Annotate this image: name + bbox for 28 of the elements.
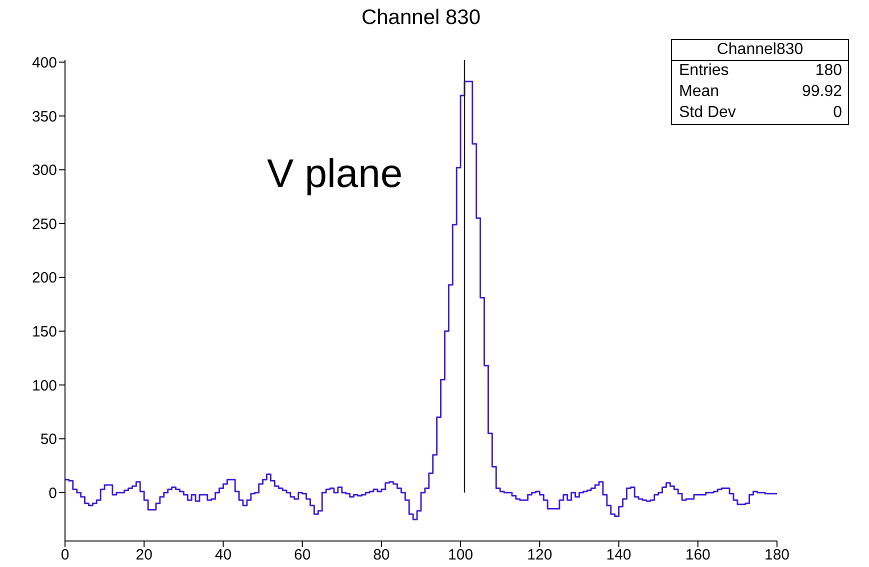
annotation: Entries	[679, 62, 729, 80]
text: Channel830	[672, 40, 848, 61]
chart-title: Channel 830	[360, 6, 482, 30]
text: 0	[833, 104, 842, 122]
y-tick-label: 300	[32, 162, 57, 180]
y-tick-label: 100	[32, 377, 57, 394]
y-tick-label: 150	[32, 323, 57, 340]
y-tick-label: 250	[32, 216, 57, 233]
x-tick-label: 120	[527, 546, 552, 564]
x-tick-label: 140	[606, 546, 632, 564]
x-tick-label: 180	[764, 546, 790, 564]
text: 99.92	[802, 83, 842, 101]
y-tick-label: 350	[32, 108, 57, 126]
y-tick-label: 400	[32, 54, 57, 72]
text: 180	[815, 62, 842, 80]
x-tick-label: 60	[294, 546, 311, 564]
annotation: Std Dev	[679, 104, 736, 122]
y-tick-label: 0	[48, 484, 57, 502]
annotation: Mean	[679, 83, 720, 101]
annotation: V plane	[267, 152, 403, 197]
x-tick-label: 20	[136, 546, 152, 564]
x-tick-label: 160	[685, 546, 710, 564]
x-tick-label: 0	[60, 546, 70, 564]
x-tick-label: 40	[214, 546, 232, 564]
y-tick-label: 50	[40, 431, 57, 448]
x-tick-label: 100	[448, 546, 474, 564]
y-tick-label: 200	[32, 270, 57, 287]
x-tick-label: 80	[373, 546, 390, 564]
